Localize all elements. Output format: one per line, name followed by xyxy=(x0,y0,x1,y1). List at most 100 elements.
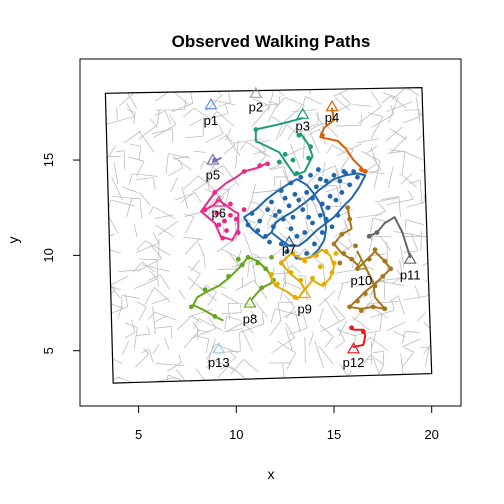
street-segment xyxy=(396,269,403,277)
street-segment xyxy=(403,116,420,124)
street-segment xyxy=(126,108,136,113)
observation-point-p7 xyxy=(272,212,278,218)
observation-point-p7 xyxy=(312,241,317,247)
path-series-p7 xyxy=(243,167,367,261)
path-line-p3 xyxy=(254,117,314,177)
street-segment xyxy=(271,116,283,124)
street-segment xyxy=(207,291,217,307)
x-tick-label: 10 xyxy=(229,427,243,442)
street-segment xyxy=(120,76,142,87)
street-segment xyxy=(243,232,254,258)
street-segment xyxy=(298,248,305,257)
street-segment xyxy=(253,98,270,107)
chart-title: Observed Walking Paths xyxy=(172,32,371,51)
x-tick-label: 20 xyxy=(424,427,438,442)
street-segment xyxy=(195,368,209,384)
street-segment xyxy=(149,269,158,280)
observation-point-p6 xyxy=(224,228,229,233)
observation-point-p3 xyxy=(294,170,300,176)
street-segment xyxy=(351,250,358,268)
street-segment xyxy=(389,136,407,154)
street-segment xyxy=(106,116,135,125)
street-segment xyxy=(139,198,143,219)
street-segment xyxy=(136,240,146,251)
site-marker-p5 xyxy=(206,153,220,165)
street-segment xyxy=(270,166,285,171)
street-segment xyxy=(176,315,193,331)
site-marker-p9 xyxy=(298,286,312,299)
observation-point-p12 xyxy=(349,325,354,331)
street-segment xyxy=(338,320,348,336)
street-segment xyxy=(142,261,156,273)
street-segment xyxy=(175,381,187,384)
street-segment xyxy=(153,315,167,323)
street-segment xyxy=(193,107,218,124)
y-axis-label: y xyxy=(5,237,21,244)
street-segment xyxy=(128,173,133,186)
street-segment xyxy=(230,359,244,375)
street-segment xyxy=(258,377,269,384)
site-label-p10: p10 xyxy=(351,273,373,288)
observation-point-p7 xyxy=(355,174,360,180)
street-segment xyxy=(105,216,108,221)
observation-point-p7 xyxy=(347,182,353,188)
observation-point-p7 xyxy=(282,195,288,201)
observation-point-p7 xyxy=(280,216,286,222)
observation-point-p9 xyxy=(329,270,335,275)
street-segment xyxy=(348,238,353,247)
street-segment xyxy=(303,378,306,384)
site-label-p2: p2 xyxy=(249,100,263,115)
street-segment xyxy=(315,112,324,127)
observation-point-p10 xyxy=(358,308,364,314)
street-segment xyxy=(277,302,282,322)
street-segment xyxy=(225,128,232,141)
street-segment xyxy=(149,206,154,215)
street-segment xyxy=(191,380,218,384)
observation-point-p7 xyxy=(278,241,284,247)
street-segment xyxy=(171,155,192,171)
site-label-p13: p13 xyxy=(208,355,230,370)
street-segment xyxy=(118,76,120,84)
street-segment xyxy=(403,150,423,160)
street-segment xyxy=(286,353,297,370)
street-segment xyxy=(308,332,315,347)
street-segment xyxy=(291,264,302,274)
observation-point-p9 xyxy=(298,277,304,283)
street-segment xyxy=(115,84,122,87)
street-segment xyxy=(246,201,252,212)
street-segment xyxy=(420,230,423,251)
street-segment xyxy=(398,196,401,218)
site-marker-p7 xyxy=(282,235,296,247)
street-segment xyxy=(123,130,141,144)
observation-point-p8 xyxy=(239,262,245,268)
street-segment xyxy=(418,112,432,128)
street-segment xyxy=(86,76,101,95)
street-segment xyxy=(154,214,174,220)
street-segment xyxy=(425,264,432,283)
observation-point-p7 xyxy=(351,169,356,174)
observation-point-p7 xyxy=(290,214,296,220)
street-segment xyxy=(429,152,432,169)
street-segment xyxy=(422,254,432,266)
street-segment xyxy=(218,124,224,134)
street-segment xyxy=(109,356,123,365)
street-segment xyxy=(222,189,230,217)
street-segment xyxy=(81,337,97,342)
street-segment xyxy=(278,95,281,105)
observation-point-p4 xyxy=(362,169,368,174)
path-series-p6 xyxy=(200,161,270,242)
street-segment xyxy=(105,238,107,255)
street-segment xyxy=(322,161,326,177)
observation-point-p6 xyxy=(228,212,233,218)
street-segment xyxy=(399,172,418,188)
street-segment xyxy=(134,278,158,290)
street-segment xyxy=(387,166,394,189)
site-label-p1: p1 xyxy=(204,113,218,128)
observation-point-p7 xyxy=(317,176,323,182)
street-segment xyxy=(146,326,151,335)
street-segment xyxy=(377,202,386,212)
observation-point-p7 xyxy=(263,233,269,239)
street-segment xyxy=(154,110,166,117)
street-segment xyxy=(239,332,241,352)
street-segment xyxy=(105,155,121,157)
